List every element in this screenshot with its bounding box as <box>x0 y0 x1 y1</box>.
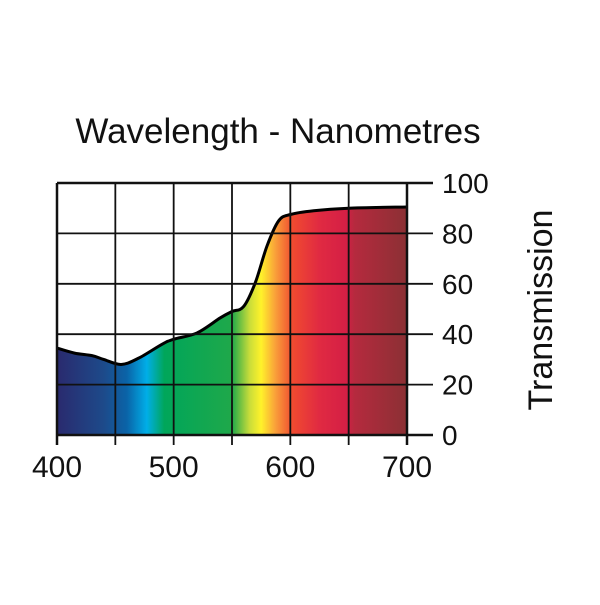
y-tick-label: 0 <box>442 420 458 451</box>
y-tick-label: 40 <box>442 319 473 350</box>
x-tick-label: 700 <box>382 451 432 484</box>
chart-title: Wavelength - Nanometres <box>75 112 480 151</box>
x-tick-label: 400 <box>32 451 82 484</box>
y-tick-label: 60 <box>442 269 473 300</box>
y-tick-label: 20 <box>442 370 473 401</box>
axis-ticks: 400 500 600 700 0 20 40 60 80 100 <box>32 168 489 484</box>
grid-lines <box>55 181 433 445</box>
y-axis-label: Transmission <box>522 210 560 411</box>
y-tick-label: 80 <box>442 218 473 249</box>
x-tick-label: 500 <box>149 451 199 484</box>
x-tick-label: 600 <box>265 451 315 484</box>
y-tick-label: 100 <box>442 168 489 199</box>
